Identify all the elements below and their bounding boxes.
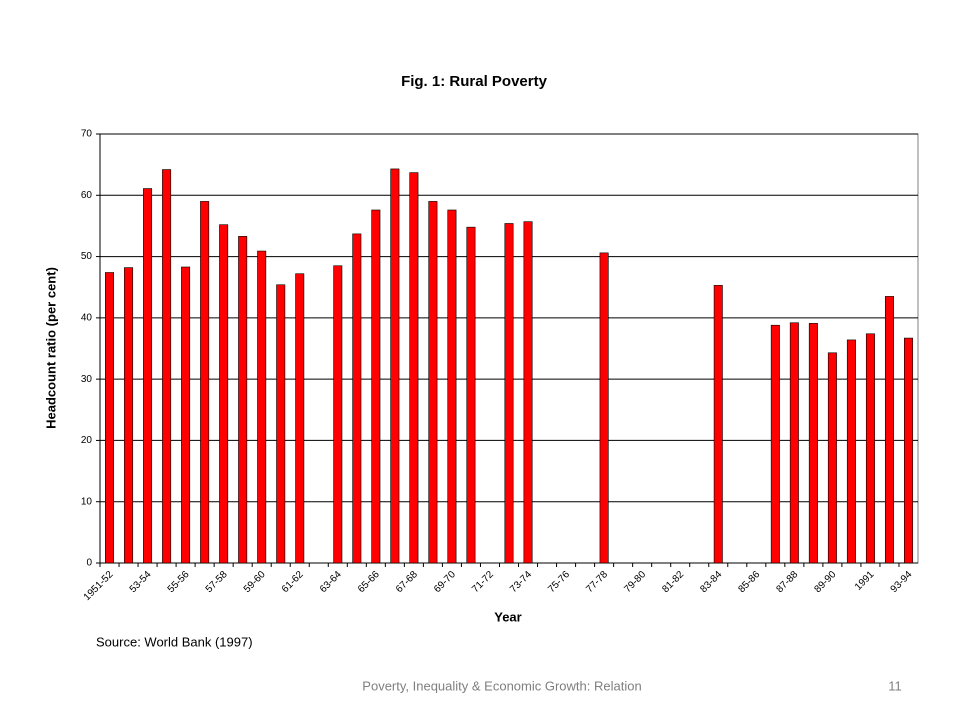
y-tick-label: 60	[81, 190, 93, 201]
bar	[599, 252, 609, 564]
x-tick-label: 61-62	[280, 569, 306, 595]
x-tick-label: 1951-52	[82, 569, 116, 603]
bar	[428, 201, 438, 564]
x-tick-label: 89-90	[813, 569, 839, 595]
bar	[371, 209, 381, 564]
x-tick-label: 59-60	[242, 569, 268, 595]
bar	[295, 273, 305, 564]
source-note: Source: World Bank (1997)	[96, 634, 253, 649]
y-tick-label: 40	[81, 312, 93, 323]
bar	[409, 172, 419, 564]
x-tick-label: 55-56	[166, 569, 192, 595]
x-tick-label: 83-84	[698, 569, 724, 595]
bar	[904, 337, 913, 564]
bar	[181, 266, 191, 564]
bar	[276, 284, 286, 564]
bar	[105, 272, 114, 564]
bar	[352, 233, 362, 564]
page-number: 11	[888, 678, 902, 693]
bar	[390, 168, 400, 564]
x-tick-label: 53-54	[128, 569, 154, 595]
x-tick-label: 63-64	[318, 569, 344, 595]
bar	[466, 226, 476, 564]
bar	[884, 296, 894, 564]
bar	[447, 209, 457, 564]
x-axis-label: Year	[494, 609, 521, 624]
x-tick-label: 73-74	[508, 569, 534, 595]
x-tick-label: 67-68	[394, 569, 420, 595]
bar	[124, 267, 134, 564]
bar	[143, 188, 153, 564]
x-tick-label: 69-70	[432, 569, 458, 595]
bar	[808, 323, 818, 564]
footer-text: Poverty, Inequality & Economic Growth: R…	[362, 678, 641, 693]
bar	[219, 224, 229, 564]
bar	[333, 265, 343, 564]
bar	[713, 285, 723, 564]
y-axis-label: Headcount ratio (per cent)	[43, 267, 58, 429]
bar	[200, 201, 210, 564]
x-tick-label: 81-82	[660, 569, 686, 595]
bar	[827, 352, 837, 564]
bar	[257, 250, 267, 564]
x-tick-label: 85-86	[736, 569, 762, 595]
bar	[789, 322, 799, 564]
bar	[770, 324, 780, 564]
bar	[523, 221, 533, 564]
y-tick-label: 50	[81, 251, 93, 262]
y-tick-label: 0	[86, 558, 92, 569]
bar	[238, 236, 248, 564]
chart-title: Fig. 1: Rural Poverty	[401, 73, 548, 90]
y-tick-label: 70	[81, 129, 93, 140]
bar	[162, 169, 172, 564]
x-tick-label: 79-80	[622, 569, 648, 595]
y-tick-label: 10	[81, 496, 93, 507]
x-tick-label: 93-94	[889, 569, 915, 595]
x-tick-label: 75-76	[546, 569, 572, 595]
bar	[846, 339, 856, 564]
x-tick-label: 77-78	[584, 569, 610, 595]
x-tick-label: 71-72	[470, 569, 496, 595]
x-tick-label: 65-66	[356, 569, 382, 595]
y-tick-label: 30	[81, 374, 93, 385]
bar	[865, 333, 875, 564]
x-tick-label: 1991	[853, 569, 877, 593]
x-tick-label: 87-88	[774, 569, 800, 595]
x-tick-label: 57-58	[204, 569, 230, 595]
bar	[504, 223, 514, 564]
y-tick-label: 20	[81, 435, 93, 446]
